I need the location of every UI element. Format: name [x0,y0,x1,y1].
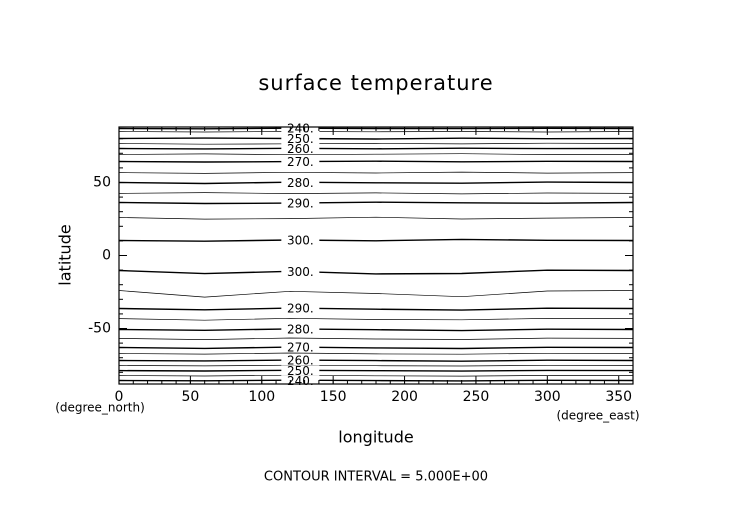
contour-label: 260. [287,354,314,368]
label-gap [281,375,320,386]
label-gap [281,365,320,376]
label-gap [281,342,320,353]
label-gap [281,197,320,208]
contour-label: 280. [287,323,314,337]
contour-line [118,328,634,332]
contour-line [118,181,634,185]
contour-line [118,290,634,298]
x-tick-label: 100 [248,389,275,405]
label-gap [281,143,320,154]
contour-line [118,346,634,350]
x-axis-unit: (degree_east) [556,409,639,423]
label-gap [281,324,320,335]
chart-title: surface temperature [258,71,493,95]
contour-line [118,238,634,242]
contour-line [118,352,634,355]
contour-label: 240. [287,122,314,136]
contour-line [118,369,634,372]
y-tick-label: 50 [93,174,111,190]
contour-line [118,337,634,340]
x-tick-label: 250 [463,389,490,405]
contour-line [118,160,634,163]
label-gap [281,156,320,167]
x-axis-label: longitude [338,428,413,447]
contour-line [118,171,634,174]
contour-line [118,269,634,275]
y-tick-label: 0 [102,248,111,264]
label-gap [281,266,320,277]
x-tick-label: 150 [320,389,347,405]
contour-line [118,374,634,377]
footer: CONTOUR INTERVAL = 5.000E+00 [264,470,488,485]
label-gap [281,355,320,366]
contour-label: 250. [287,132,314,146]
y-axis-label: latitude [56,224,75,285]
contour-line [118,307,634,311]
contour-line [118,147,634,150]
contour-line [118,201,634,205]
contour-line [118,137,634,140]
contour-label: 260. [287,142,314,156]
label-gap [281,177,320,188]
contour-label: 290. [287,302,314,316]
contour-label: 250. [287,364,314,378]
contour-label: 270. [287,341,314,355]
x-tick-label: 200 [391,389,418,405]
label-gap [281,303,320,314]
x-tick-label: 0 [115,389,124,405]
contour-line [118,153,634,156]
label-gap [281,123,320,134]
contour-line [118,317,634,321]
label-gap [281,235,320,246]
contour-label: 270. [287,155,314,169]
contour-line [118,364,634,367]
contour-label: 300. [287,234,314,248]
contour-label: 280. [287,176,314,190]
x-tick-label: 300 [534,389,561,405]
label-gap [281,133,320,144]
contour-line [118,216,634,220]
x-tick-label: 50 [181,389,199,405]
contour-line [118,359,634,362]
contour-label: 300. [287,265,314,279]
contour-label: 240. [287,374,314,388]
contour-label: 290. [287,196,314,210]
x-tick-label: 350 [605,389,632,405]
plot-frame [118,126,634,385]
contour-line [118,142,634,145]
y-axis-unit: (degree_north) [55,401,145,415]
y-tick-label: -50 [88,321,111,337]
contour-line [118,131,634,133]
contour-line [118,192,634,195]
